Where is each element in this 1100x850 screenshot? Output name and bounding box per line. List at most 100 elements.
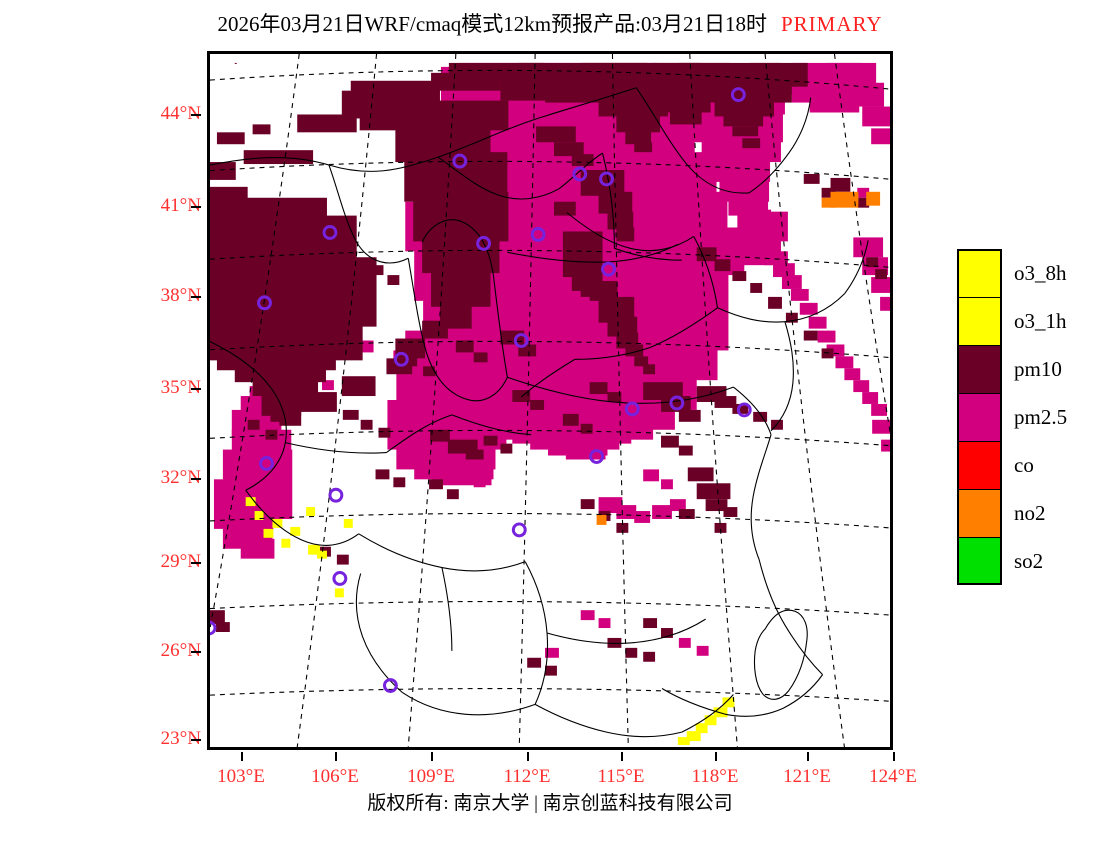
legend-item-so2[interactable]: so2 [957, 537, 1067, 585]
grid-cell-pm10 [661, 628, 673, 638]
station-marker[interactable] [511, 522, 527, 538]
legend-item-o3-1h[interactable]: o3_1h [957, 297, 1067, 345]
legend-label: so2 [1014, 548, 1044, 573]
boundary-path [402, 692, 536, 716]
legend-label: pm2.5 [1014, 404, 1068, 429]
station-marker[interactable] [572, 166, 588, 182]
station-marker[interactable] [669, 395, 685, 411]
grid-cell-pm10 [669, 108, 702, 125]
legend-item-co[interactable]: co [957, 441, 1067, 489]
grid-cell-o3_1h [686, 731, 701, 742]
grid-cell-pm10 [589, 281, 618, 301]
boundary-path [441, 567, 453, 651]
boundary-path [507, 243, 679, 263]
grid-cell-pm2-5 [661, 479, 673, 490]
boundary-path [748, 97, 812, 194]
grid-cell-pm2-5 [565, 441, 606, 460]
legend-swatch [957, 537, 1002, 585]
grid-cell-o3_1h [254, 511, 264, 520]
boundary-path [843, 240, 869, 295]
grid-cell-o3_1h [317, 550, 327, 559]
longitude-tick-mark [527, 752, 529, 761]
longitude-tick-label: 118°E [691, 766, 739, 787]
legend-swatch [957, 393, 1002, 441]
page-title: 2026年03月21日WRF/cmaq模式12km预报产品:03月21日18时 P… [0, 8, 1100, 38]
boundary-path [614, 247, 682, 261]
grid-cell-pm10 [732, 403, 749, 414]
grid-cell-pm10 [455, 263, 468, 274]
legend-item-o3-8h[interactable]: o3_8h [957, 249, 1067, 297]
grid-cell-pm10 [643, 382, 683, 401]
station-marker[interactable] [393, 351, 409, 367]
grid-cell-pm10 [696, 247, 717, 262]
grid-cell-o3_1h [695, 723, 708, 734]
grid-cell-pm10 [215, 622, 230, 632]
station-marker[interactable] [736, 402, 752, 418]
station-marker[interactable] [257, 295, 272, 311]
grid-cell-pm2-5 [871, 277, 890, 293]
boundary-path [753, 609, 808, 700]
legend-swatch [957, 345, 1002, 393]
station-marker[interactable] [730, 87, 746, 103]
longitude-gridline [296, 54, 378, 747]
grid-cell-pm2-5 [871, 128, 890, 145]
grid-cell-pm10 [527, 657, 542, 668]
station-marker[interactable] [322, 225, 338, 240]
grid-cell-pm10 [553, 142, 584, 157]
station-marker[interactable] [624, 401, 640, 417]
grid-cell-pm10 [252, 124, 271, 135]
legend-swatch [957, 441, 1002, 489]
station-marker[interactable] [452, 153, 468, 169]
grid-cell-pm10 [473, 352, 488, 363]
legend-item-pm2-5[interactable]: pm2.5 [957, 393, 1067, 441]
grid-cell-o3_1h [677, 737, 690, 746]
grid-cell-pm2-5 [509, 419, 528, 432]
grid-cell-o3_1h [713, 707, 728, 718]
station-marker[interactable] [259, 456, 274, 471]
grid-cell-o3_1h [306, 507, 316, 516]
boundary-path [524, 561, 549, 705]
grid-cell-pm10 [750, 283, 763, 293]
grid-cell-pm10 [350, 80, 440, 103]
station-marker[interactable] [382, 678, 398, 693]
longitude-tick-mark [431, 752, 433, 761]
station-marker[interactable] [332, 571, 348, 586]
station-marker[interactable] [513, 333, 529, 348]
title-text: 2026年03月21日WRF/cmaq模式12km预报产品:03月21日18时 [217, 12, 767, 36]
grid-cell-pm10 [483, 435, 498, 446]
grid-cell-pm2-5 [643, 469, 660, 482]
boundary-path [635, 87, 750, 194]
legend-swatch [957, 489, 1002, 537]
station-marker[interactable] [589, 449, 605, 464]
grid-cell-pm10 [714, 396, 737, 408]
grid-cell-o3_1h [281, 538, 291, 548]
grid-cell-pm10 [360, 419, 373, 430]
station-marker[interactable] [210, 620, 217, 636]
grid-cell-pm10 [634, 142, 653, 153]
longitude-gridline [689, 54, 738, 747]
legend-item-pm10[interactable]: pm10 [957, 345, 1067, 393]
grid-cell-pm10 [553, 201, 576, 216]
map-plot-frame[interactable] [207, 51, 893, 750]
station-marker[interactable] [601, 261, 616, 277]
grid-cell-no2 [821, 197, 836, 208]
grid-cell-o3_1h [334, 588, 344, 598]
grid-cell-pm10 [500, 443, 513, 454]
grid-cell-pm2-5 [580, 610, 595, 621]
map-canvas[interactable] [210, 54, 890, 747]
station-marker[interactable] [476, 235, 492, 251]
latitude-tick-label: 41°N [160, 195, 201, 216]
grid-cell-pm2-5 [666, 265, 717, 284]
longitude-tick-label: 124°E [869, 766, 917, 787]
station-marker[interactable] [328, 487, 344, 503]
grid-cell-o3_1h [343, 518, 353, 528]
boundary-path [421, 219, 508, 378]
longitude-tick-label: 112°E [503, 766, 551, 787]
legend-item-no2[interactable]: no2 [957, 489, 1067, 537]
grid-cell-o3_1h [722, 697, 735, 708]
station-marker[interactable] [530, 227, 546, 242]
grid-cell-pm10 [234, 62, 237, 64]
station-marker[interactable] [599, 171, 614, 187]
boundary-path [758, 559, 823, 676]
grid-cell-pm10 [643, 364, 656, 375]
